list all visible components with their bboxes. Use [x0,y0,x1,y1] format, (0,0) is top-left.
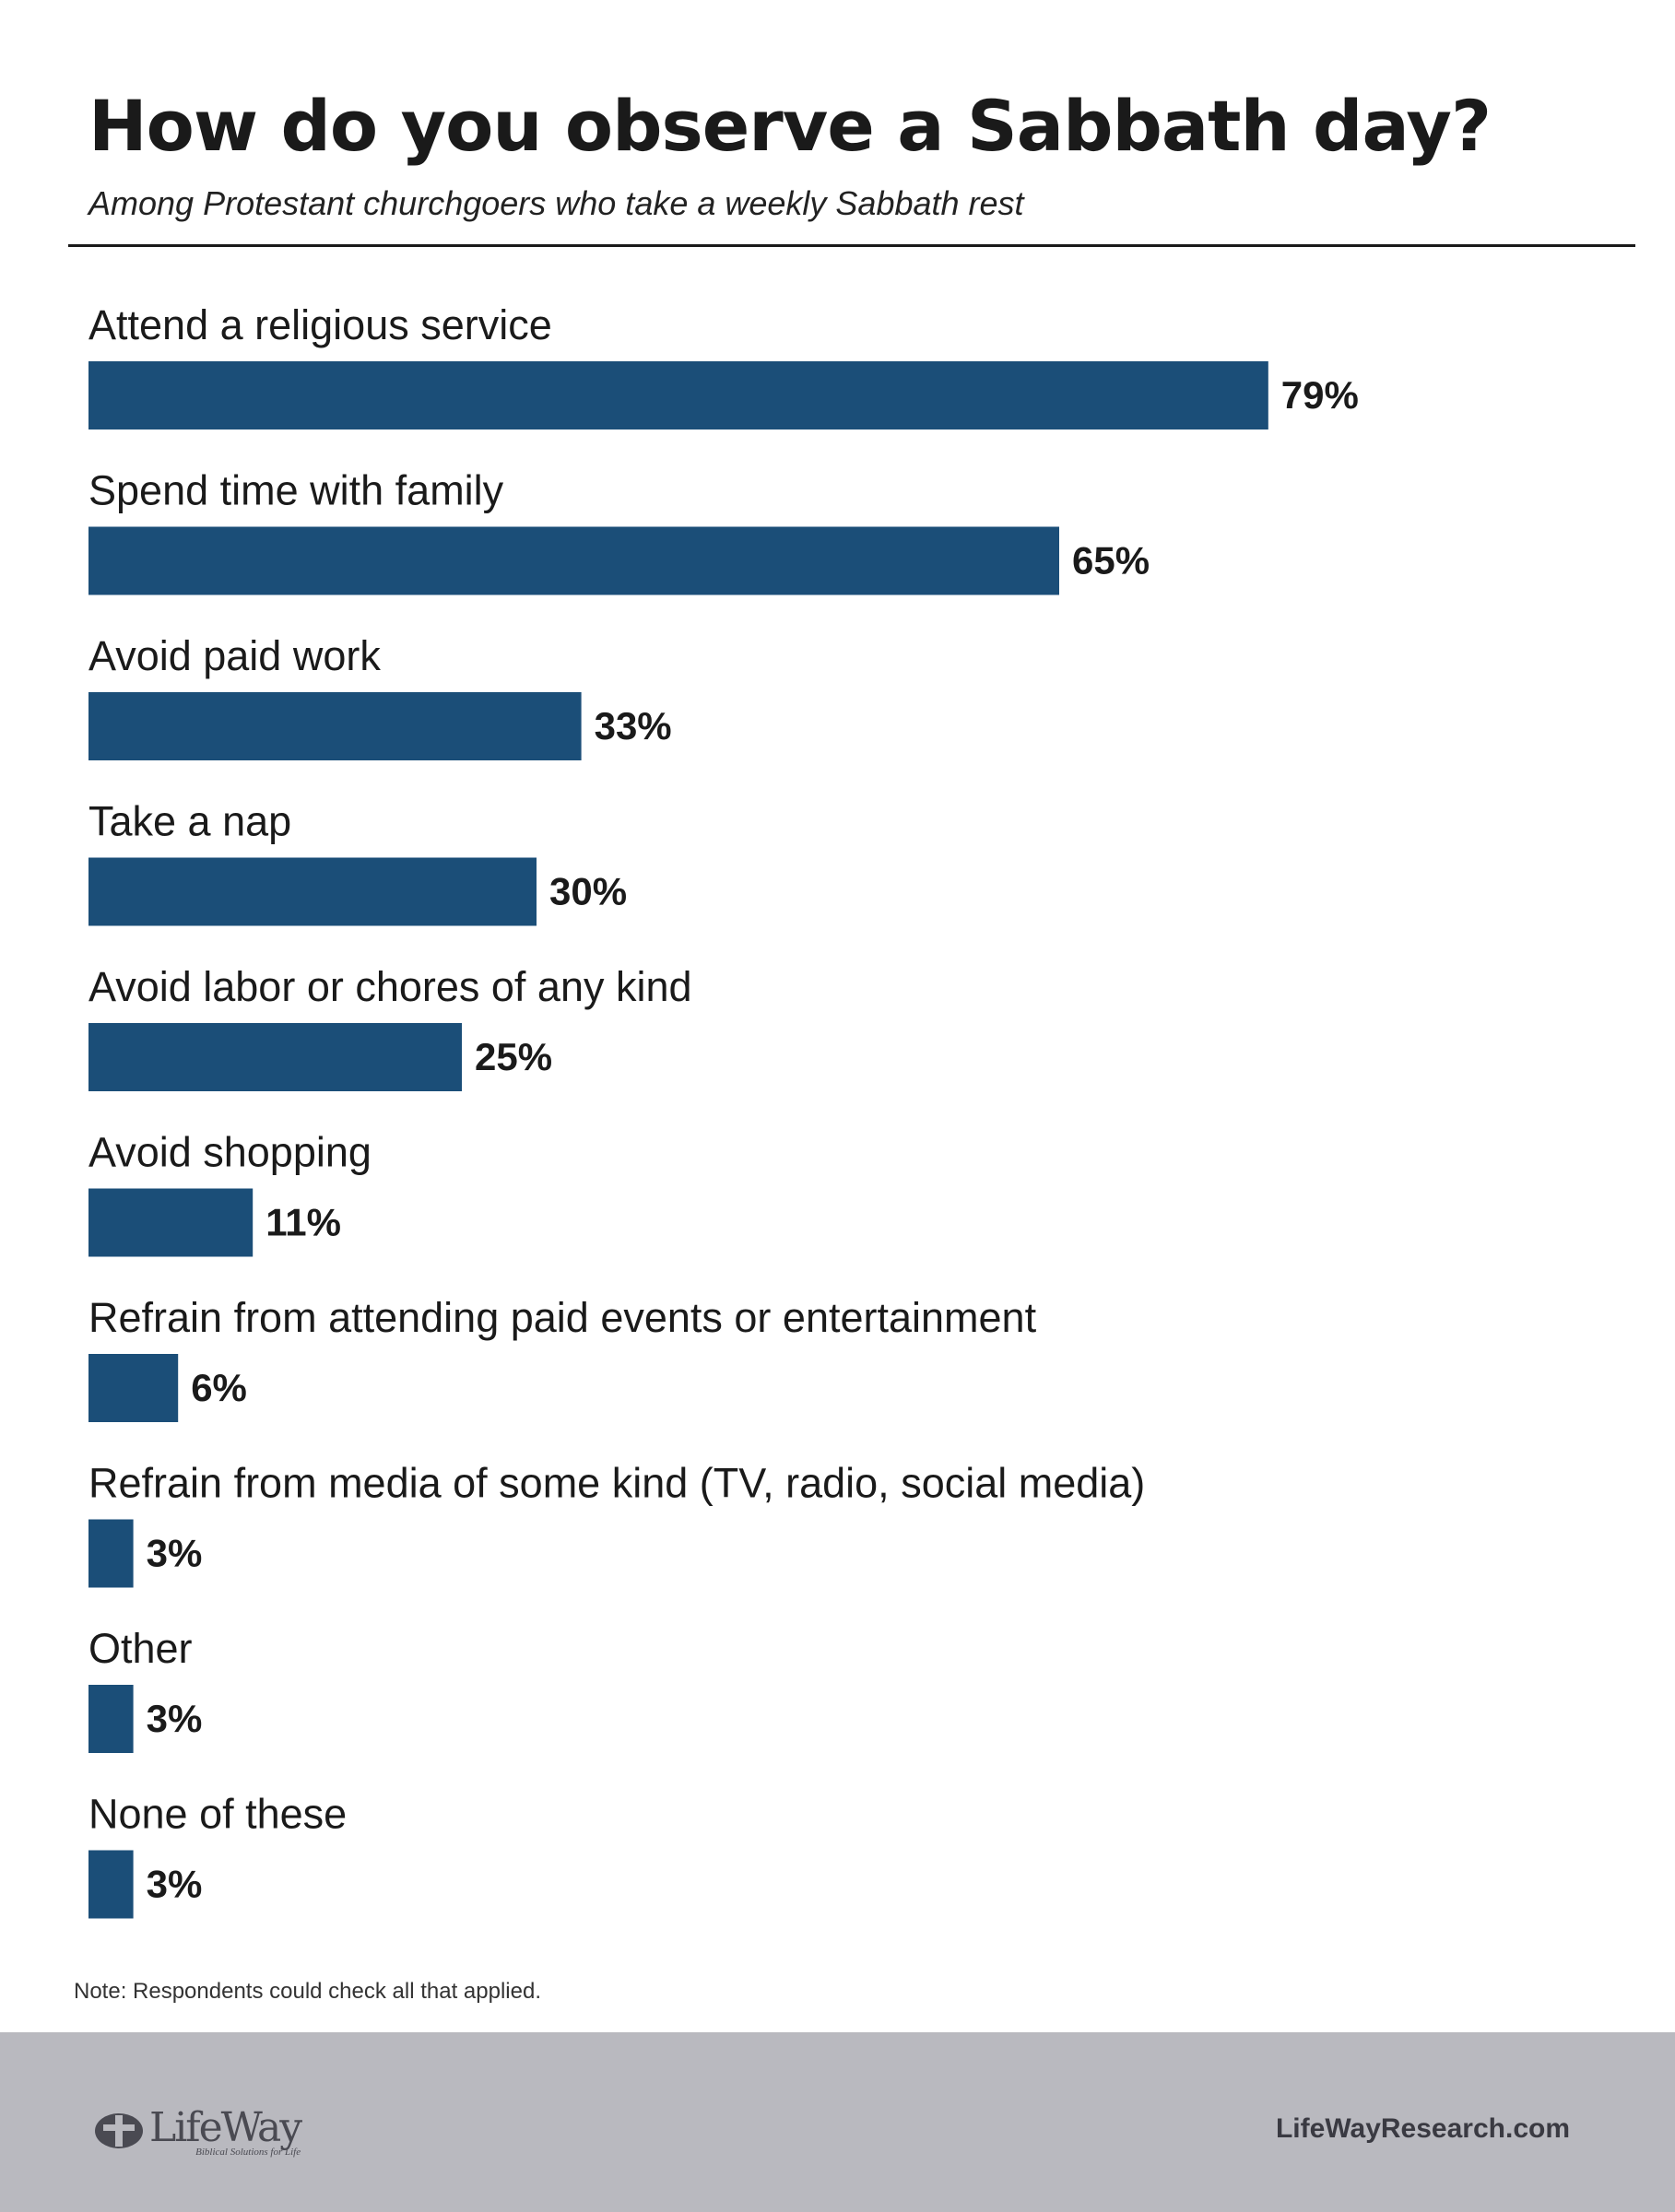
bar [88,1188,254,1257]
bar-value-label: 11% [265,1201,341,1244]
bar [88,857,537,926]
bar-value-label: 3% [147,1697,203,1740]
bar-value-label: 6% [191,1366,247,1409]
footer: LifeWay Biblical Solutions for Life Life… [0,2032,1675,2212]
bar-category-label: Refrain from attending paid events or en… [88,1294,1037,1341]
bar [88,526,1059,595]
bar-category-label: Take a nap [88,798,291,845]
chart-note: Note: Respondents could check all that a… [74,1979,541,2004]
bar-value-label: 25% [475,1035,552,1078]
lifeway-logo-icon [95,2113,143,2148]
chart-subtitle: Among Protestant churchgoers who take a … [88,184,1024,222]
bar [88,361,1268,429]
bar [88,1354,179,1422]
bar-value-label: 79% [1281,373,1359,417]
logo-tagline: Biblical Solutions for Life [195,2147,301,2158]
bar-value-label: 3% [147,1532,203,1575]
bar [88,1519,134,1588]
bar-value-label: 3% [147,1863,203,1906]
bar-chart: Attend a religious service 79% Spend time … [88,301,1359,1919]
chart-title: How do you observe a Sabbath day? [88,85,1492,167]
bar-category-label: None of these [88,1791,347,1838]
bar-category-label: Other [88,1625,193,1672]
website-link[interactable]: LifeWayResearch.com [1275,2113,1570,2144]
logo-wordmark: LifeWay [149,2104,302,2151]
bar-category-label: Avoid paid work [88,632,381,679]
bar [88,1850,134,1919]
bar-category-label: Refrain from media of some kind (TV, rad… [88,1460,1145,1507]
bar-value-label: 30% [549,870,627,913]
bar [88,1685,134,1753]
bar-value-label: 65% [1072,539,1150,582]
bar-category-label: Avoid shopping [88,1129,372,1176]
lifeway-logo[interactable]: LifeWay Biblical Solutions for Life [92,2104,302,2161]
bar [88,1023,462,1091]
header-divider [68,244,1635,247]
bar-value-label: 33% [595,704,672,747]
bar-category-label: Spend time with family [88,467,504,514]
bar-category-label: Attend a religious service [88,301,552,348]
bar-category-label: Avoid labor or chores of any kind [88,963,692,1010]
bar [88,692,582,760]
